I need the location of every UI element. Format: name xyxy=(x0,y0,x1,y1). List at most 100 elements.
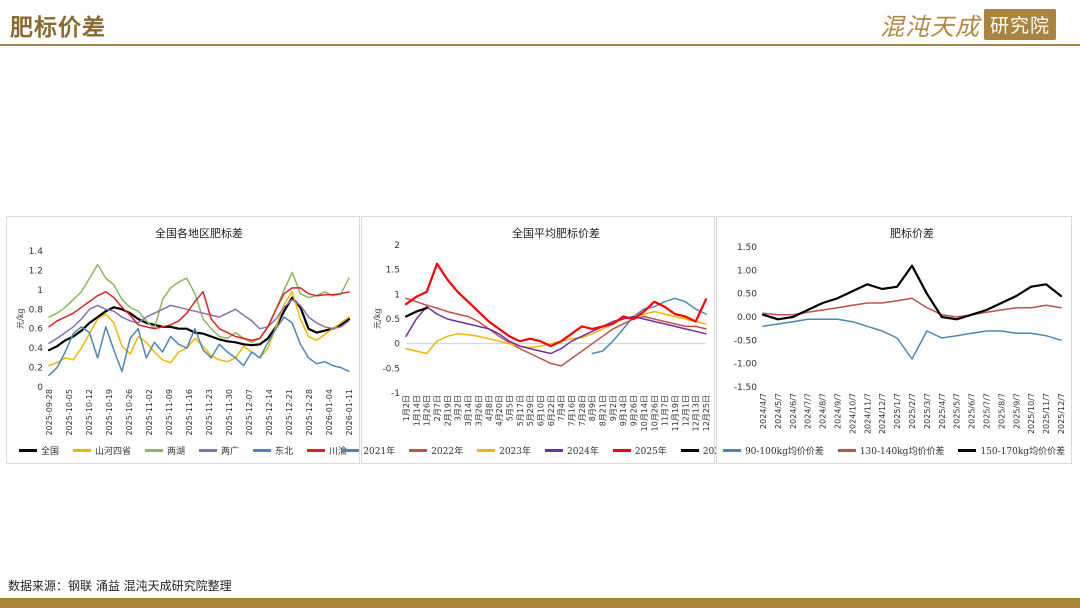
series-line-1 xyxy=(762,297,1062,318)
legend-item: 2024年 xyxy=(545,444,599,457)
x-tick-label: 1月26日 xyxy=(423,395,432,426)
y-tick-label: 0.6 xyxy=(29,325,44,335)
legend-label: 90-100kg均价价差 xyxy=(744,447,824,457)
x-tick-label: 1月2日 xyxy=(402,395,411,421)
x-tick-label: 2024/12/7 xyxy=(878,393,887,434)
x-tick-label: 2025-11-23 xyxy=(205,389,214,436)
x-tick-label: 2025-12-28 xyxy=(305,389,314,436)
x-tick-label: 2024/5/7 xyxy=(774,393,783,429)
x-tick-label: 2024/6/7 xyxy=(789,393,798,429)
y-tick-label: -1.50 xyxy=(734,383,758,393)
x-tick-label: 3月26日 xyxy=(474,395,483,426)
x-tick-label: 2026-01-11 xyxy=(345,389,354,436)
series-line-1 xyxy=(405,297,707,367)
x-tick-label: 9月26日 xyxy=(630,395,639,426)
series-line-4 xyxy=(48,316,350,377)
x-tick-label: 2025-09-28 xyxy=(45,389,54,436)
legend-item: 150-170kg均价价差 xyxy=(958,444,1065,457)
x-tick-label: 2025-12-14 xyxy=(265,389,274,436)
x-tick-label: 5月29日 xyxy=(526,395,535,426)
series-line-5 xyxy=(48,287,350,342)
x-tick-label: 3月2日 xyxy=(454,395,463,421)
y-tick-label: -1 xyxy=(391,389,400,399)
y-tick-label: 0.00 xyxy=(737,313,757,323)
y-tick-label: 1.4 xyxy=(29,247,44,257)
y-tick-label: 0.4 xyxy=(29,344,44,354)
series-line-1 xyxy=(48,291,350,367)
brand-seal: 研究院 xyxy=(983,8,1056,40)
legend-swatch xyxy=(409,449,428,452)
x-tick-label: 2025/8/7 xyxy=(997,393,1006,429)
y-tick-label: -1.00 xyxy=(734,360,758,370)
x-tick-label: 2025/3/7 xyxy=(923,393,932,429)
series-line-2 xyxy=(405,310,707,355)
x-tick-label: 2025/9/7 xyxy=(1012,393,1021,429)
series-line-2 xyxy=(761,264,1063,321)
x-tick-label: 2025-11-16 xyxy=(185,389,194,436)
x-tick-label: 2024/9/7 xyxy=(834,393,843,429)
y-tick-label: 2 xyxy=(394,241,400,251)
legend-weight-spread: 90-100kg均价价差 130-140kg均价价差 150-170kg均价价差 xyxy=(717,444,1071,457)
x-tick-label: 2024/8/7 xyxy=(819,393,828,429)
legend-label: 2025年 xyxy=(634,447,667,457)
legend-label: 130-140kg均价价差 xyxy=(859,447,945,457)
legend-item: 山河四省 xyxy=(72,444,131,457)
x-tick-label: 9月14日 xyxy=(619,395,628,426)
y-tick-label: 0.2 xyxy=(29,364,43,374)
x-tick-label: 5月5日 xyxy=(505,395,514,421)
legend-label: 2022年 xyxy=(431,447,464,457)
y-tick-label: 0 xyxy=(37,383,43,393)
legend-swatch xyxy=(253,449,272,452)
y-tick-label: 1 xyxy=(37,286,43,296)
x-tick-label: 10月14日 xyxy=(640,395,649,431)
x-tick-label: 12月25日 xyxy=(702,395,711,431)
legend-item: 2023年 xyxy=(477,444,531,457)
x-tick-label: 10月26日 xyxy=(650,395,659,431)
x-tick-label: 4月20日 xyxy=(495,395,504,426)
y-tick-label: 0 xyxy=(394,340,400,350)
y-axis-label: 元/kg xyxy=(373,308,382,329)
x-tick-label: 2025/1/7 xyxy=(893,393,902,429)
chart-panel-regional-spread: 全国各地区肥标差 元/kg 0 0.2 0.4 0.6 0.8 1 1.2 1.4 2025-09-… xyxy=(6,216,360,464)
legend-national-avg-spread: 2021年2022年2023年2024年2025年2026年 xyxy=(341,444,735,457)
y-tick-label: 1 xyxy=(394,290,400,300)
legend-item: 130-140kg均价价差 xyxy=(837,444,945,457)
x-tick-label: 2024/7/7 xyxy=(804,393,813,429)
x-tick-label: 1月14日 xyxy=(412,395,421,426)
legend-label: 山河四省 xyxy=(94,447,131,457)
legend-item: 全国 xyxy=(18,444,59,457)
legend-swatch xyxy=(341,449,360,452)
legend-swatch xyxy=(680,449,699,452)
legend-label: 东北 xyxy=(275,447,294,457)
legend-item: 两湖 xyxy=(144,444,185,457)
series-line-5 xyxy=(404,307,428,318)
series-line-0 xyxy=(47,296,351,352)
y-tick-label: -0.50 xyxy=(734,336,758,346)
legend-swatch xyxy=(837,449,856,452)
brand-name: 混沌天成 xyxy=(879,12,980,41)
legend-regional-spread: 全国 山河四省 两湖 两广 东北 川渝 xyxy=(7,444,359,457)
legend-swatch xyxy=(477,449,496,452)
y-axis-label: 元/kg xyxy=(16,308,25,329)
footer-bar xyxy=(0,598,1080,608)
legend-swatch xyxy=(18,449,37,452)
legend-item: 川渝 xyxy=(307,444,347,457)
x-tick-label: 2024/4/7 xyxy=(759,393,768,429)
x-tick-label: 4月8日 xyxy=(485,395,494,421)
x-tick-label: 2025/4/7 xyxy=(938,393,947,429)
chart-panel-national-avg-spread: 全国平均肥标价差 元/kg -1 -0.5 0 0.5 1 1.5 2 1月2日 1月14日 1月26… xyxy=(341,216,735,464)
x-tick-label: 11月19日 xyxy=(671,395,680,431)
series-line-4 xyxy=(404,262,708,348)
x-tick-label: 12月1日 xyxy=(681,395,690,426)
legend-item: 2022年 xyxy=(409,444,463,457)
legend-swatch xyxy=(144,449,163,452)
data-source-note: 数据来源：钢联 涌益 混沌天成研究院整理 xyxy=(8,579,232,593)
x-tick-label: 2025/11/7 xyxy=(1042,393,1051,434)
legend-swatch xyxy=(545,449,563,452)
x-tick-label: 2025/10/7 xyxy=(1027,393,1036,434)
x-tick-label: 8月9日 xyxy=(588,395,597,421)
legend-item: 两广 xyxy=(199,444,239,457)
y-tick-label: 0.50 xyxy=(737,290,757,300)
legend-label: 川渝 xyxy=(329,447,348,457)
